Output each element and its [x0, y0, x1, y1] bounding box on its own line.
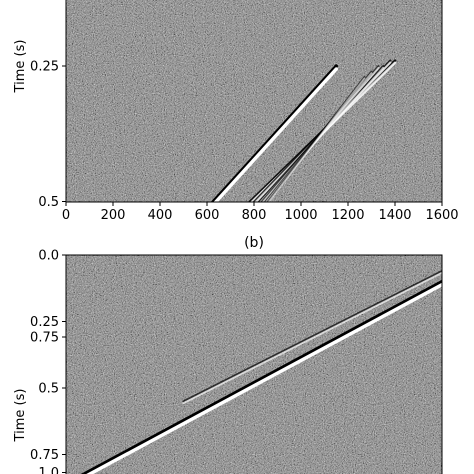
- panel-b-events: [80, 269, 442, 474]
- x-tick-label-a-1: 200: [101, 208, 126, 223]
- x-tick-label-a-5: 1000: [284, 208, 317, 223]
- event-a-3-peak: [259, 66, 385, 202]
- x-tick-label-a-6: 1200: [331, 208, 364, 223]
- event-b-1-trough: [182, 269, 442, 403]
- y-tick-label-a-0: 0.25: [30, 60, 59, 75]
- panel-b-y-axis: 0.0 0.25 0.5 0.75: [30, 249, 66, 463]
- panel-a-y-axis-label: Time (s): [13, 40, 28, 94]
- event-a-6-peak: [267, 77, 366, 202]
- panel-a-y-axis: 0.25 0.5 0.75 1.0: [30, 60, 66, 474]
- y-tick-label-b-2: 0.5: [38, 382, 59, 397]
- x-tick-label-a-7: 1400: [378, 208, 411, 223]
- event-a-0-trough: [210, 64, 338, 202]
- event-a-6-trough: [266, 75, 366, 202]
- panel-b-noise: [66, 255, 442, 474]
- y-tick-label-a-3: 1.0: [38, 466, 59, 474]
- y-tick-label-a-1: 0.5: [38, 195, 59, 210]
- y-tick-label-a-2: 0.75: [30, 331, 59, 346]
- y-tick-label-b-3: 0.75: [30, 448, 59, 463]
- panel-b-title: (b): [244, 235, 264, 251]
- event-a-0-peak: [213, 67, 338, 202]
- y-tick-label-b-1: 0.25: [30, 315, 59, 330]
- y-tick-label-b-0: 0.0: [38, 249, 59, 264]
- x-tick-label-a-0: 0: [62, 208, 70, 223]
- panel-a-events: [210, 59, 397, 202]
- panel-a-noise: [66, 0, 442, 202]
- panel-b-y-axis-label: Time (s): [13, 389, 28, 443]
- x-tick-label-a-8: 1600: [425, 208, 458, 223]
- event-b-0-peak: [86, 282, 442, 474]
- x-tick-label-a-3: 600: [195, 208, 220, 223]
- x-tick-label-a-4: 800: [242, 208, 267, 223]
- panel-a-x-axis: 0 200 400 600 800 1000 1200 1400 1600: [62, 202, 459, 223]
- panel-b-frame: [65, 254, 443, 474]
- event-b-0-trough: [80, 279, 442, 474]
- panel-b: (b) 0.0 0.25 0.5 0.75 Time (s): [13, 235, 443, 474]
- panel-a: 0 200 400 600 800 1000 1200 1400 1600 0.25 0.5 0.7…: [13, 0, 459, 474]
- x-tick-label-a-2: 400: [148, 208, 173, 223]
- event-b-1-peak: [182, 271, 442, 405]
